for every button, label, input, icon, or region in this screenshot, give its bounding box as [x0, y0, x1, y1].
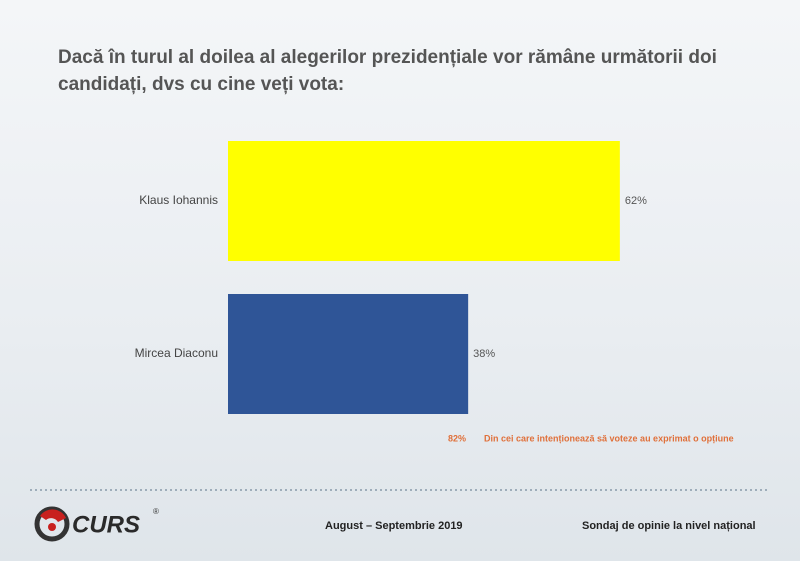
- logo-ring: [34, 506, 70, 542]
- chart-title: Dacă în turul al doilea al alegerilor pr…: [58, 47, 717, 95]
- footer-description: Sondaj de opinie la nivel național: [582, 520, 756, 532]
- note-value: 82%: [448, 433, 466, 443]
- footer-period: August – Septembrie 2019: [325, 520, 463, 532]
- value-label: 38%: [473, 348, 495, 360]
- bar: [228, 141, 620, 261]
- logo-text: CURS: [72, 511, 140, 538]
- bar: [228, 294, 469, 414]
- registered-mark: ®: [153, 507, 159, 516]
- category-label: Klaus Iohannis: [139, 193, 218, 207]
- logo-dot: [48, 523, 56, 531]
- logo-icon: [34, 506, 70, 542]
- value-label: 62%: [625, 195, 647, 207]
- category-label: Mircea Diaconu: [135, 346, 218, 360]
- logo-swoosh: [40, 509, 66, 522]
- note-text: Din cei care intenționează să voteze au …: [484, 433, 734, 443]
